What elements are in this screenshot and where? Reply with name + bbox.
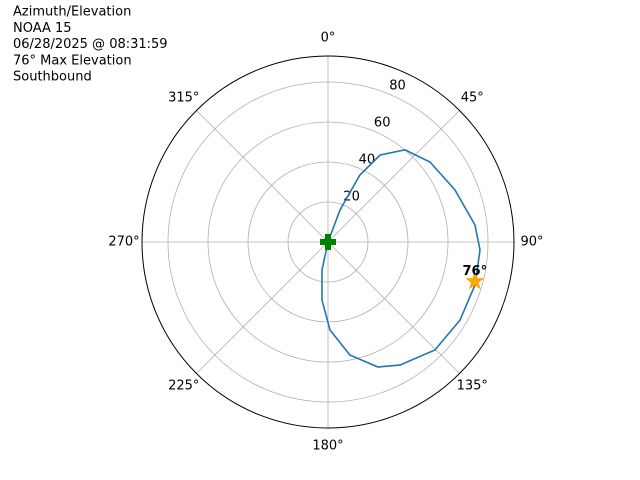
radial-tick-label: 40: [359, 153, 376, 168]
start-marker: [320, 234, 336, 250]
angle-tick-label: 135°: [457, 379, 488, 394]
angle-tick-label: 315°: [168, 90, 199, 105]
radial-tick-label: 60: [374, 116, 391, 131]
max-elevation-label: 76°: [463, 264, 488, 279]
angle-tick-label: 90°: [520, 235, 543, 250]
angle-tick-label: 0°: [321, 31, 336, 46]
max-elevation-marker: [465, 271, 485, 290]
angle-tick-label: 45°: [461, 90, 484, 105]
angle-tick-label: 180°: [312, 439, 343, 454]
angle-tick-label: 270°: [108, 235, 139, 250]
polar-frame: [141, 55, 515, 429]
angular-grid-line: [327, 110, 460, 243]
angular-grid-line: [196, 110, 329, 243]
pass-track: [321, 149, 481, 368]
angle-tick-label: 225°: [168, 379, 199, 394]
title-line: Azimuth/Elevation: [13, 5, 131, 20]
radial-tick-label: 20: [343, 190, 360, 205]
angular-grid-line: [327, 241, 460, 374]
title-line: Southbound: [13, 70, 92, 85]
title-line: 06/28/2025 @ 08:31:59: [13, 37, 168, 52]
radial-tick-label: 80: [389, 79, 406, 94]
angular-grid-line: [196, 241, 329, 374]
title-line: 76° Max Elevation: [13, 53, 132, 68]
title-line: NOAA 15: [13, 21, 72, 36]
